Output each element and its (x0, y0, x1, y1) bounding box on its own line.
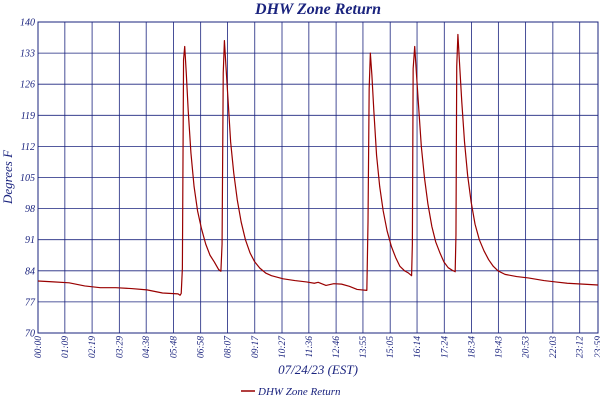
y-tick-label: 140 (20, 18, 35, 29)
x-tick-label: 10:27 (278, 335, 288, 358)
grid (38, 22, 598, 333)
y-tick-label: 112 (21, 142, 35, 153)
x-tick-label: 11:36 (305, 336, 315, 358)
y-tick-label: 119 (21, 111, 35, 122)
y-axis-label: Degrees F (0, 149, 15, 205)
x-tick-label: 02:19 (88, 336, 98, 358)
x-tick-label: 03:29 (115, 336, 125, 358)
x-tick-label: 16:14 (413, 336, 423, 358)
x-tick-label: 05:48 (169, 336, 179, 358)
y-tick-label: 105 (20, 173, 35, 184)
y-tick-label: 133 (20, 49, 35, 60)
legend-label: DHW Zone Return (257, 386, 341, 398)
y-tick-label: 91 (25, 235, 35, 246)
x-tick-label: 13:55 (359, 336, 369, 358)
y-tick-label: 84 (25, 266, 35, 277)
x-tick-label: 12:46 (332, 336, 342, 358)
x-axis-label: 07/24/23 (EST) (278, 362, 358, 377)
x-tick-label: 22:03 (549, 336, 559, 358)
y-tick-label: 77 (25, 297, 36, 308)
y-tick-label: 126 (20, 80, 35, 91)
x-tick-label: 08:07 (224, 335, 234, 358)
y-tick-label: 70 (25, 329, 35, 340)
x-tick-label: 15:05 (386, 336, 396, 358)
x-tick-label: 09:17 (251, 335, 261, 358)
series-line (37, 33, 599, 296)
x-tick-label: 00:00 (34, 336, 44, 358)
x-tick-label: 19:43 (494, 336, 504, 358)
y-tick-labels: 70 77 84 91 98 105 112 119 126 133 140 (20, 18, 36, 340)
x-tick-label: 04:38 (142, 336, 152, 358)
x-tick-label: 18:34 (468, 336, 478, 358)
x-tick-label: 23:59 (594, 336, 600, 358)
x-tick-label: 01:09 (61, 336, 71, 358)
x-tick-label: 23:12 (576, 336, 586, 358)
series-layer (37, 33, 599, 296)
x-tick-label: 06:58 (197, 336, 207, 358)
chart-title: DHW Zone Return (254, 1, 381, 18)
x-tick-labels: 00:00 01:09 02:19 03:29 04:38 05:48 06:58 08:07… (34, 335, 600, 358)
x-tick-label: 17:24 (440, 336, 450, 358)
y-tick-label: 98 (25, 204, 35, 215)
x-tick-label: 20:53 (522, 336, 532, 358)
legend: DHW Zone Return (241, 386, 341, 398)
